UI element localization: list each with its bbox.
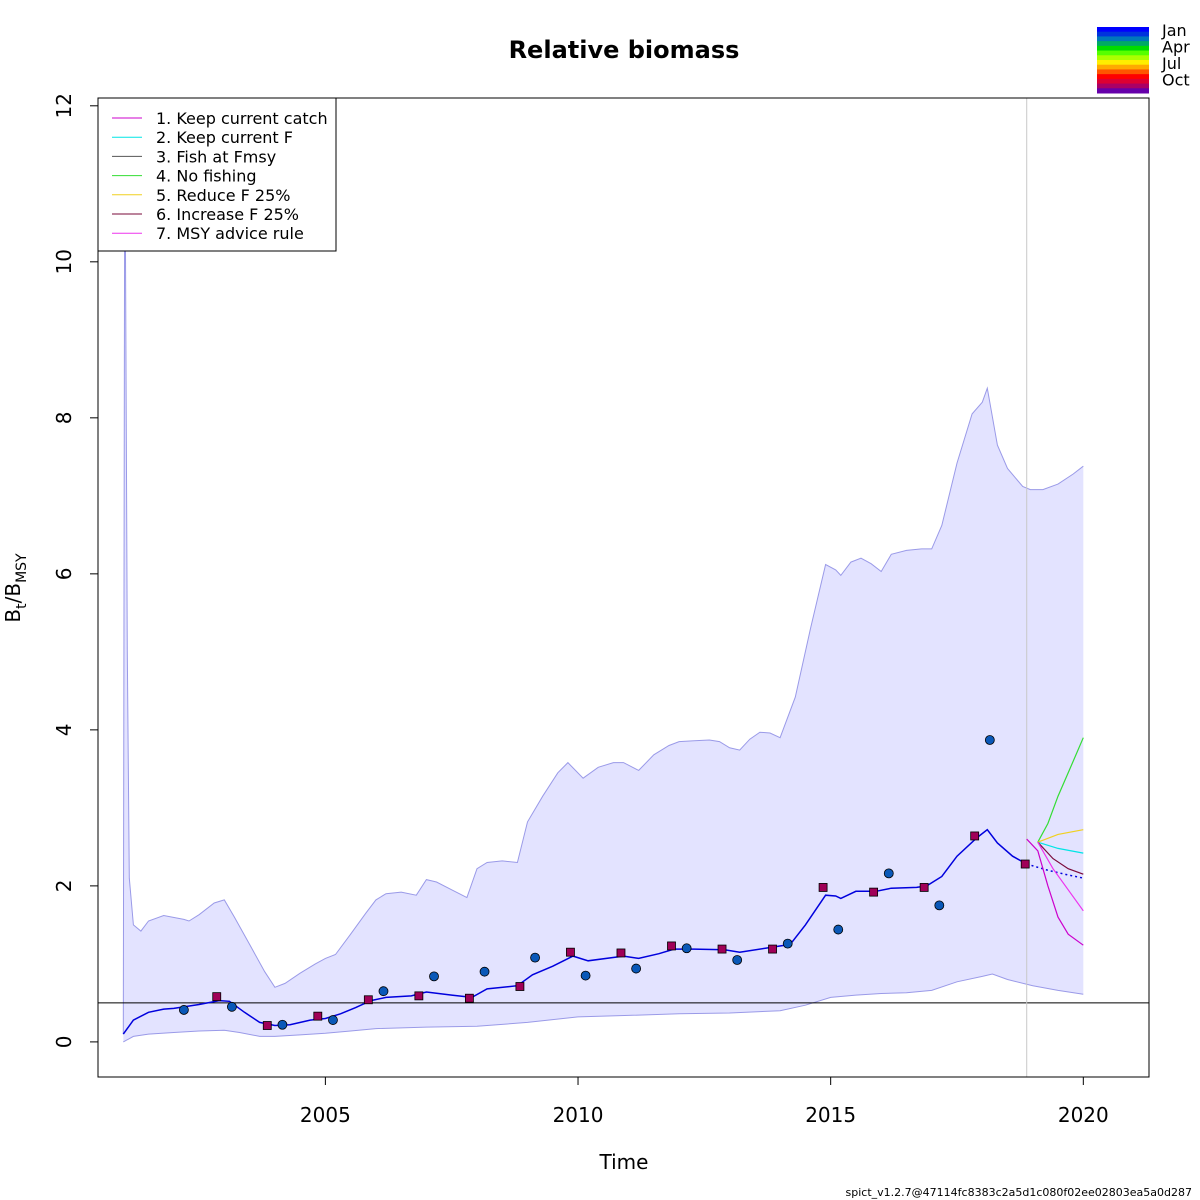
observation-point-index2-2 [313, 1011, 323, 1021]
y-tick-label: 10 [52, 249, 76, 274]
x-axis-label: Time [599, 1150, 649, 1174]
month-label-jan: Jan [1161, 21, 1187, 40]
month-label-jul: Jul [1161, 54, 1181, 73]
observation-point-index1-0 [178, 1005, 189, 1015]
observation-point-index2-1 [262, 1021, 272, 1030]
observation-point-index2-13 [869, 887, 879, 897]
observation-point-index1-16 [984, 735, 995, 745]
y-axis-label-base: B [1, 609, 25, 623]
confidence-upper-line [122, 97, 1084, 1035]
x-tick-label: 2005 [300, 1103, 351, 1127]
observation-point-index1-13 [833, 924, 844, 935]
observation-point-index1-3 [328, 1015, 338, 1025]
legend-label-2: 2. Keep current F [156, 128, 293, 147]
observation-point-index1-14 [883, 868, 894, 879]
y-tick-label: 12 [52, 93, 76, 118]
month-color-band-13 [1097, 88, 1149, 94]
y-tick-label: 4 [52, 723, 76, 736]
y-tick-label: 6 [52, 567, 76, 580]
y-axis-label-sub2: MSY [14, 553, 30, 583]
footer-version: spict_v1.2.7@47114fc8383c2a5d1c080f02ee0… [846, 1186, 1192, 1199]
series-line-2-keep-current-f [1037, 841, 1084, 854]
month-color-band-12 [1097, 83, 1149, 89]
x-tick-label: 2015 [805, 1103, 856, 1127]
confidence-band-layer [122, 97, 1084, 1043]
observation-point-index2-8 [616, 948, 626, 958]
confidence-band [123, 98, 1084, 1042]
observation-point-index1-6 [479, 966, 490, 977]
observation-point-index1-12 [782, 938, 793, 949]
legend-label-7: 7. MSY advice rule [156, 224, 304, 243]
observation-point-index2-15 [970, 831, 980, 841]
observation-point-index2-10 [717, 944, 727, 954]
observation-point-index2-3 [363, 995, 373, 1005]
y-tick-label: 8 [52, 411, 76, 424]
observation-point-index1-1 [227, 1001, 237, 1012]
observation-point-index2-9 [667, 941, 676, 951]
series-line-6-increase-f-25 [1037, 841, 1084, 875]
month-color-band-3 [1097, 41, 1149, 47]
observation-point-index1-11 [732, 955, 743, 965]
month-color-band-5 [1097, 50, 1149, 56]
observation-point-index2-6 [515, 982, 525, 991]
y-axis-label-base2: B [1, 583, 25, 597]
axes-layer: 2005 2010 2015 2020 0 2 4 6 8 10 12 [52, 93, 1109, 1127]
confidence-lower-line [123, 973, 1084, 1043]
observation-point-index1-4 [378, 986, 389, 997]
month-color-band-9 [1097, 69, 1149, 75]
y-axis-label: Bt/BMSY [1, 553, 30, 623]
series-line-1-keep-current-catch [1026, 838, 1084, 946]
month-color-band-7 [1097, 60, 1149, 66]
observation-point-index2-0 [212, 992, 222, 1002]
y-axis-label-sub1: t [14, 603, 30, 609]
reference-lines-layer [98, 98, 1149, 1077]
legend-box [97, 97, 337, 252]
observation-point-index1-10 [681, 943, 692, 954]
month-color-band-4 [1097, 45, 1149, 52]
month-color-band-0 [1097, 27, 1149, 33]
month-color-band-8 [1097, 64, 1149, 70]
series-line-5-reduce-f-25 [1037, 829, 1084, 843]
y-tick-label: 0 [52, 1036, 76, 1049]
x-tick-label: 2010 [553, 1103, 604, 1127]
y-axis-label-sep: / [1, 596, 25, 603]
legend-label-1: 1. Keep current catch [156, 109, 328, 128]
series-line-4-no-fishing [1037, 737, 1084, 843]
observations-layer [178, 735, 1030, 1030]
observation-point-index1-5 [429, 971, 439, 982]
observation-point-index1-2 [277, 1019, 288, 1030]
observation-point-index2-7 [566, 947, 575, 957]
legend-label-5: 5. Reduce F 25% [156, 186, 290, 205]
month-color-band-2 [1097, 36, 1149, 42]
observation-point-index1-8 [580, 970, 591, 981]
chart-title: Relative biomass [509, 36, 740, 64]
month-color-band-10 [1097, 74, 1149, 80]
legend-label-3: 3. Fish at Fmsy [156, 147, 276, 166]
month-color-band-6 [1097, 55, 1149, 61]
series-line-forecast [1026, 863, 1084, 879]
month-label-apr: Apr [1162, 38, 1190, 57]
observation-point-index1-7 [530, 952, 540, 963]
observation-point-index2-14 [919, 883, 929, 892]
y-tick-label: 2 [52, 880, 76, 893]
series-line-7-msy-advice-rule [1037, 841, 1084, 912]
month-color-band-11 [1097, 78, 1149, 85]
observation-point-index2-5 [464, 993, 474, 1003]
x-tick-label: 2020 [1058, 1103, 1109, 1127]
month-color-band-1 [1097, 31, 1149, 37]
observation-point-index1-15 [934, 900, 945, 911]
observation-point-index2-11 [768, 944, 777, 954]
observation-point-index1-9 [631, 963, 642, 974]
observation-point-index2-16 [1020, 859, 1030, 869]
observation-point-index2-4 [414, 991, 424, 1001]
legend-label-6: 6. Increase F 25% [156, 205, 299, 224]
observation-point-index2-12 [818, 883, 828, 892]
month-label-oct: Oct [1162, 71, 1190, 90]
legend-label-4: 4. No fishing [156, 167, 257, 186]
